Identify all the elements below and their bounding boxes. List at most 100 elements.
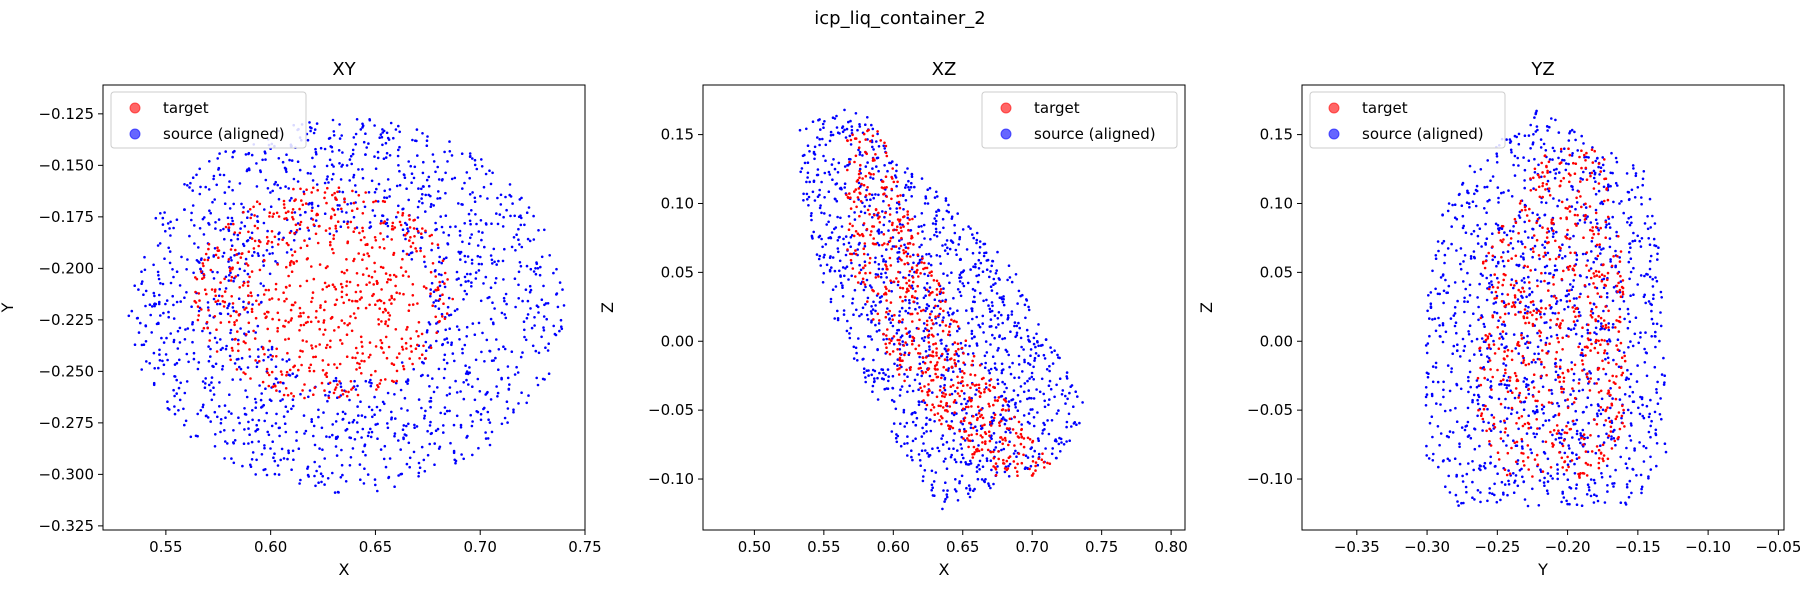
source-point xyxy=(482,185,486,189)
target-point xyxy=(276,263,280,266)
target-point xyxy=(290,211,294,214)
source-point xyxy=(183,183,186,186)
source-point xyxy=(285,153,288,156)
target-point xyxy=(304,321,308,325)
source-point xyxy=(534,349,538,353)
target-point xyxy=(283,217,286,221)
target-point xyxy=(369,353,372,357)
source-point xyxy=(523,335,526,339)
target-point xyxy=(379,378,383,382)
target-point xyxy=(353,227,357,230)
source-point xyxy=(331,150,334,153)
target-point xyxy=(334,227,338,230)
source-point xyxy=(257,254,260,257)
target-point xyxy=(312,393,315,397)
source-point xyxy=(503,313,507,316)
source-point xyxy=(421,132,424,135)
target-point xyxy=(319,304,322,307)
target-point xyxy=(253,214,256,217)
source-point xyxy=(540,335,543,339)
source-point xyxy=(223,191,227,194)
source-point xyxy=(360,414,364,417)
target-point xyxy=(295,228,299,232)
source-point xyxy=(153,302,157,306)
target-point xyxy=(318,224,321,228)
source-point xyxy=(341,163,344,167)
source-point xyxy=(185,268,188,271)
source-point xyxy=(406,409,409,412)
source-point xyxy=(345,164,349,167)
source-point xyxy=(183,296,186,300)
target-point xyxy=(277,215,281,218)
target-point xyxy=(314,355,318,359)
target-point xyxy=(236,330,239,333)
target-point xyxy=(302,323,306,327)
target-point xyxy=(405,328,408,331)
target-point xyxy=(254,316,258,320)
source-point xyxy=(178,284,182,287)
source-point xyxy=(219,418,223,421)
target-point xyxy=(250,310,254,314)
source-point xyxy=(449,441,452,445)
source-point xyxy=(369,427,372,431)
source-point xyxy=(394,417,397,420)
source-point xyxy=(448,392,452,396)
source-point xyxy=(246,239,250,242)
source-point xyxy=(197,246,200,249)
source-point xyxy=(562,304,566,307)
source-point xyxy=(148,362,151,365)
target-point xyxy=(430,242,434,245)
source-point xyxy=(369,225,373,228)
source-point xyxy=(309,172,312,175)
source-point xyxy=(163,211,166,214)
target-point xyxy=(322,321,326,324)
source-point xyxy=(161,223,165,226)
target-point xyxy=(384,378,387,381)
source-point xyxy=(167,310,170,314)
source-point xyxy=(476,244,480,247)
target-point xyxy=(273,384,277,388)
source-point xyxy=(349,202,353,205)
target-point xyxy=(332,251,335,255)
source-point xyxy=(221,368,224,371)
target-point xyxy=(262,293,266,296)
source-point xyxy=(376,437,379,441)
target-point xyxy=(441,315,444,318)
source-point xyxy=(227,260,230,263)
target-point xyxy=(400,337,404,341)
target-point xyxy=(330,315,334,319)
target-point xyxy=(429,346,433,350)
target-point xyxy=(409,344,413,348)
target-point xyxy=(349,380,353,383)
source-point xyxy=(191,321,194,324)
source-point xyxy=(489,286,493,290)
target-point xyxy=(284,285,288,289)
source-point xyxy=(402,437,405,441)
target-point xyxy=(346,222,349,226)
target-point xyxy=(216,246,219,249)
source-point xyxy=(251,303,254,306)
target-point xyxy=(235,253,238,256)
source-point xyxy=(364,453,367,457)
source-point xyxy=(279,399,282,403)
source-point xyxy=(338,162,341,165)
source-point xyxy=(345,211,348,214)
source-point xyxy=(432,301,436,304)
source-point xyxy=(216,302,219,306)
source-point xyxy=(348,464,352,467)
source-point xyxy=(364,153,367,156)
source-point xyxy=(407,198,411,202)
source-point xyxy=(158,242,162,245)
source-point xyxy=(235,358,239,361)
source-point xyxy=(443,353,447,357)
source-point xyxy=(180,255,183,259)
y-tick-label: −0.250 xyxy=(38,362,94,380)
source-point xyxy=(470,209,473,212)
target-point xyxy=(376,299,379,303)
source-point xyxy=(428,385,431,388)
target-point xyxy=(292,217,295,221)
source-point xyxy=(332,165,335,168)
source-point xyxy=(321,448,324,452)
target-point xyxy=(345,355,349,359)
target-point xyxy=(275,211,279,215)
